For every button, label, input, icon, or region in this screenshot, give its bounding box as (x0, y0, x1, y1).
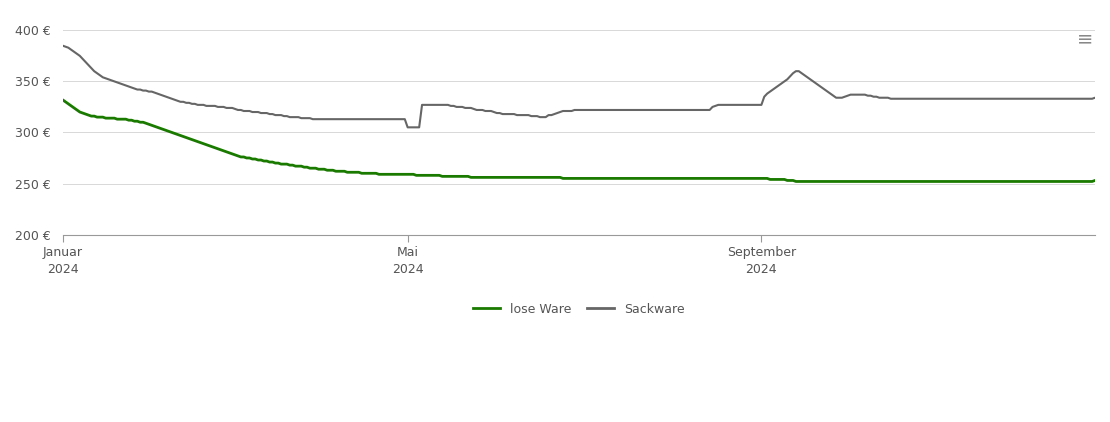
Legend: lose Ware, Sackware: lose Ware, Sackware (467, 298, 689, 321)
Text: ≡: ≡ (1077, 30, 1093, 49)
